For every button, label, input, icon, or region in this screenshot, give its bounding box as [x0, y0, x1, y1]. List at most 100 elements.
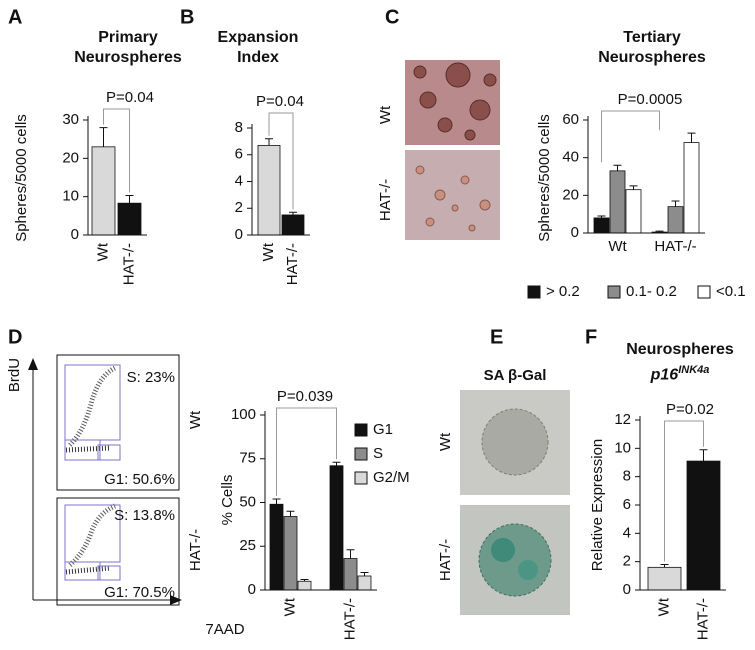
error-bar [99, 127, 108, 147]
x-tick-label: HAT-/- [341, 598, 358, 640]
chart-subtitle-superscript: INK4a [678, 364, 710, 376]
spheres [415, 165, 491, 232]
bar [257, 144, 281, 236]
micrograph [405, 150, 500, 240]
bar [343, 558, 358, 591]
chart-title: Neurospheres [626, 341, 734, 358]
row-label: Wt [377, 105, 394, 124]
sphere [481, 408, 549, 476]
y-tick-label: 10 [62, 188, 79, 205]
panel-letter: E [490, 326, 503, 348]
annotation: P=0.04 [256, 93, 304, 110]
legend-label: 0.1- 0.2 [626, 283, 677, 300]
y-tick-label: 75 [239, 450, 256, 467]
error-bar [346, 549, 355, 559]
error-bar [655, 230, 664, 233]
error-bar [613, 164, 622, 171]
annotation: P=0.04 [106, 89, 154, 106]
y-tick-label: 0 [248, 581, 256, 598]
arrow-head [170, 595, 182, 605]
legend-swatch [354, 423, 368, 437]
legend-label: S [373, 445, 383, 462]
annotation: P=0.02 [666, 401, 714, 418]
y-axis-label: % Cells [219, 475, 236, 526]
axis-label: 7AAD [205, 621, 244, 638]
legend-label: > 0.2 [546, 283, 580, 300]
bar [281, 214, 305, 236]
significance-bracket [268, 112, 294, 210]
error-bar [265, 138, 273, 146]
y-tick-label: 6 [623, 496, 631, 513]
y-tick-label: 100 [231, 406, 256, 423]
y-tick-label: 25 [239, 537, 256, 554]
significance-bracket [276, 407, 337, 496]
legend-label: <0.1 [716, 283, 746, 300]
significance-bracket [103, 108, 130, 193]
legend-label: G2/M [373, 469, 410, 486]
x-tick-label: HAT-/- [654, 238, 696, 255]
panel-letter: C [385, 6, 399, 28]
axis-label: BrdU [6, 358, 23, 392]
stain [491, 538, 515, 562]
legend-swatch [354, 447, 368, 461]
legend-swatch [607, 285, 621, 299]
bar [647, 566, 682, 591]
y-tick-label: 40 [562, 149, 579, 166]
gate-label: G1: 70.5% [104, 584, 175, 601]
flow-plot [56, 354, 180, 606]
y-tick-label: 12 [614, 411, 631, 428]
y-tick-label: 6 [235, 146, 243, 163]
bar [609, 170, 626, 234]
y-tick-label: 0 [71, 226, 79, 243]
gate-label: S: 23% [127, 369, 175, 386]
y-axis-label: Relative Expression [589, 439, 606, 572]
y-tick-label: 20 [62, 149, 79, 166]
y-tick-label: 8 [235, 119, 243, 136]
gate-label: G1: 50.6% [104, 471, 175, 488]
annotation: P=0.0005 [618, 91, 683, 108]
bar [593, 217, 610, 234]
error-bar [629, 185, 638, 190]
legend-swatch [354, 471, 368, 485]
error-bar [687, 132, 696, 143]
error-bar [289, 211, 297, 215]
error-bar [699, 449, 708, 462]
chart-title: Tertiary Neurospheres [598, 29, 706, 66]
gate-label: S: 13.8% [114, 507, 175, 524]
significance-bracket [664, 420, 704, 562]
arrow-head [28, 358, 38, 370]
significance-bracket [601, 110, 660, 163]
chart-subtitle: p16INK4a [650, 364, 710, 384]
row-label: HAT-/- [437, 539, 454, 581]
y-tick-label: 10 [614, 439, 631, 456]
bar [91, 146, 116, 236]
x-tick-label: Wt [281, 597, 298, 616]
sphere [478, 523, 552, 597]
panel-title: SA β-Gal [484, 367, 547, 384]
stain [518, 560, 538, 580]
y-tick-label: 0 [571, 224, 579, 241]
y-tick-label: 50 [239, 493, 256, 510]
error-bar [660, 564, 669, 568]
bar [683, 142, 700, 234]
y-tick-label: 60 [562, 111, 579, 128]
x-tick-label: Wt [94, 242, 111, 261]
y-tick-label: 30 [62, 111, 79, 128]
x-tick-label: Wt [260, 242, 277, 261]
y-tick-label: 0 [623, 581, 631, 598]
bar [297, 580, 312, 591]
bar [329, 465, 344, 591]
error-bar [300, 579, 309, 582]
legend-label: G1 [373, 421, 393, 438]
panel-letter: D [8, 326, 22, 348]
spheres [413, 62, 497, 141]
bar [269, 503, 284, 591]
panel-letter: F [585, 326, 597, 348]
y-tick-label: 4 [623, 524, 631, 541]
error-bar [360, 572, 369, 576]
bar [625, 189, 642, 234]
x-tick-label: Wt [655, 597, 672, 616]
row-label: Wt [437, 432, 454, 451]
